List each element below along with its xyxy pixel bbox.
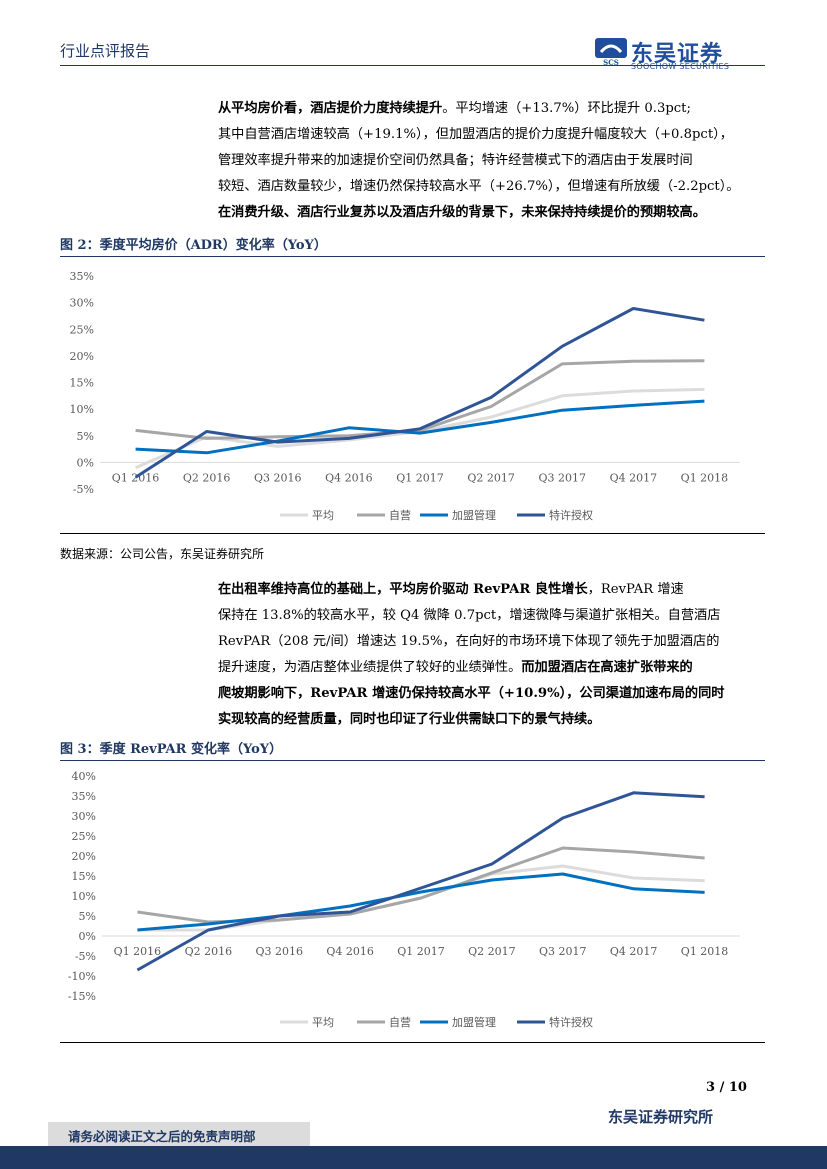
series-line-2 [137, 872, 705, 932]
y-tick-label: 30% [72, 810, 96, 823]
para2-line: RevPAR（208 元/间）增速达 19.5%，在向好的市场环境下体现了领先于… [218, 629, 766, 655]
x-tick-label: Q3 2017 [538, 471, 586, 484]
para1-line: 在消费升级、酒店行业复苏以及酒店升级的背景下，未来保持持续提价的预期较高。 [218, 200, 766, 226]
para2-line: 实现较高的经营质量，同时也印证了行业供需缺口下的景气持续。 [218, 707, 766, 733]
para1-text-run: 管理效率提升带来的加速提价空间仍然具备；特许经营模式下的酒店由于发展时间 [218, 153, 693, 168]
y-tick-label: 20% [70, 350, 94, 363]
legend-label: 平均 [312, 509, 334, 522]
y-tick-label: 10% [72, 890, 96, 903]
x-tick-label: Q1 2017 [397, 945, 445, 958]
x-tick-label: Q1 2016 [114, 945, 162, 958]
para2-line: 提升速度，为酒店整体业绩提供了较好的业绩弹性。而加盟酒店在高速扩张带来的 [218, 655, 766, 681]
x-tick-label: Q4 2017 [610, 471, 658, 484]
para2-text-run: 提升速度，为酒店整体业绩提供了较好的业绩弹性。 [218, 660, 522, 675]
y-tick-label: 0% [79, 930, 96, 943]
para2-text-run: 而加盟酒店在高速扩张带来的 [521, 660, 693, 675]
para2-text-run: 实现较高的经营质量，同时也印证了行业供需缺口下的景气持续。 [218, 712, 601, 727]
y-tick-label: 5% [77, 430, 94, 443]
y-tick-label: 30% [70, 297, 94, 310]
x-tick-label: Q1 2016 [112, 471, 160, 484]
x-tick-label: Q4 2016 [326, 945, 374, 958]
legend-label: 加盟管理 [452, 508, 496, 522]
x-tick-label: Q3 2017 [539, 945, 587, 958]
x-tick-label: Q2 2016 [183, 471, 231, 484]
series-line-1 [135, 359, 705, 440]
series-line-3 [134, 307, 705, 479]
legend-label: 自营 [389, 1015, 411, 1029]
y-tick-label: -5% [75, 950, 96, 963]
figure2-bottom-rule [60, 533, 765, 534]
para2-text-run: 在出租率维持高位的基础上，平均房价驱动 RevPAR 良性增长 [218, 582, 588, 597]
y-tick-label: -10% [68, 970, 96, 983]
y-tick-label: 15% [72, 870, 96, 883]
x-tick-label: Q3 2016 [254, 471, 302, 484]
legend-label: 加盟管理 [452, 1015, 496, 1029]
figure2-top-rule [60, 256, 765, 257]
para1-line: 从平均房价看，酒店提价力度持续提升。平均增速（+13.7%）环比提升 0.3pc… [218, 96, 766, 122]
series-line-3 [136, 791, 705, 972]
paragraph-revpar: 在出租率维持高位的基础上，平均房价驱动 RevPAR 良性增长，RevPAR 增… [218, 577, 766, 733]
y-tick-label: 25% [72, 830, 96, 843]
y-tick-label: 35% [70, 270, 94, 283]
x-tick-label: Q2 2017 [468, 945, 516, 958]
para2-text-run: ，RevPAR 增速 [587, 582, 684, 597]
para2-line: 在出租率维持高位的基础上，平均房价驱动 RevPAR 良性增长，RevPAR 增… [218, 577, 766, 603]
footer-disclaimer: 请务必阅读正文之后的免责声明部 [48, 1122, 310, 1146]
y-tick-label: 20% [72, 850, 96, 863]
page-number: 3 / 10 [706, 1080, 747, 1095]
y-tick-label: 15% [70, 377, 94, 390]
para1-text-run: 从平均房价看，酒店提价力度持续提升 [218, 101, 443, 116]
legend-label: 自营 [389, 508, 411, 522]
y-tick-label: 0% [77, 456, 94, 469]
para1-text-run: 较短、酒店数量较少，增速仍然保持较高水平（+26.7%），但增速有所放缓（-2.… [218, 179, 740, 194]
y-tick-label: -15% [68, 990, 96, 1003]
report-type-label: 行业点评报告 [60, 42, 151, 60]
para2-text-run: RevPAR（208 元/间）增速达 19.5%，在向好的市场环境下体现了领先于… [218, 634, 720, 649]
para2-line: 爬坡期影响下，RevPAR 增速仍保持较高水平（+10.9%），公司渠道加速布局… [218, 681, 766, 707]
para2-text-run: 爬坡期影响下，RevPAR 增速仍保持较高水平（+10.9%），公司渠道加速布局… [218, 686, 725, 701]
y-tick-label: -5% [73, 483, 94, 496]
legend-label: 特许授权 [549, 1015, 593, 1029]
series-line-2 [135, 399, 705, 455]
legend-label: 平均 [312, 1016, 334, 1029]
data-source-note: 数据来源：公司公告，东吴证券研究所 [60, 547, 265, 561]
footer-stripe [0, 1146, 827, 1169]
x-tick-label: Q1 2018 [681, 945, 729, 958]
figure3-title: 图 3：季度 RevPAR 变化率（YoY） [60, 742, 283, 757]
para1-line: 其中自营酒店增速较高（+19.1%），但加盟酒店的提价力度提升幅度较大（+0.8… [218, 122, 766, 148]
figure3-chart: -15% -10% -5% 0% 5% 10% 15% 20% 25% 30% 35% 40% Q1 2… [68, 770, 740, 1029]
para1-line: 较短、酒店数量较少，增速仍然保持较高水平（+26.7%），但增速有所放缓（-2.… [218, 174, 766, 200]
figure3-top-rule [60, 760, 765, 761]
company-logo: SCS 东吴证券 SOOCHOW SECURITIES [595, 36, 765, 72]
y-tick-label: 35% [72, 790, 96, 803]
x-tick-label: Q2 2017 [467, 471, 515, 484]
figure2-title: 图 2：季度平均房价（ADR）变化率（YoY） [60, 238, 327, 253]
para1-text-run: 在消费升级、酒店行业复苏以及酒店升级的背景下，未来保持持续提价的预期较高。 [218, 205, 706, 220]
legend-label: 特许授权 [549, 508, 593, 522]
x-tick-label: Q4 2016 [325, 471, 373, 484]
y-tick-label: 40% [72, 770, 96, 783]
y-tick-label: 5% [79, 910, 96, 923]
y-tick-label: 10% [70, 403, 94, 416]
x-tick-label: Q1 2018 [681, 471, 729, 484]
paragraph-adr: 从平均房价看，酒店提价力度持续提升。平均增速（+13.7%）环比提升 0.3pc… [218, 96, 766, 226]
logo-mark-text: SCS [603, 58, 619, 66]
x-tick-label: Q2 2016 [185, 945, 233, 958]
para2-line: 保持在 13.8%的较高水平，较 Q4 微降 0.7pct，增速微降与渠道扩张相… [218, 603, 766, 629]
x-tick-label: Q4 2017 [610, 945, 658, 958]
x-tick-label: Q3 2016 [255, 945, 303, 958]
para1-text-run: 其中自营酒店增速较高（+19.1%），但加盟酒店的提价力度提升幅度较大（+0.8… [218, 127, 733, 142]
footer-org-name: 东吴证券研究所 [608, 1108, 714, 1126]
company-logo-icon: SCS [595, 38, 627, 66]
x-tick-label: Q1 2017 [396, 471, 444, 484]
para2-text-run: 保持在 13.8%的较高水平，较 Q4 微降 0.7pct，增速微降与渠道扩张相… [218, 608, 721, 623]
para1-line: 管理效率提升带来的加速提价空间仍然具备；特许经营模式下的酒店由于发展时间 [218, 148, 766, 174]
logo-cn-text: 东吴证券 [631, 42, 724, 67]
figure2-chart: -5% 0% 5% 10% 15% 20% 25% 30% 35% Q1 2016 Q2 2016 Q… [70, 270, 740, 522]
figure3-bottom-rule [60, 1042, 765, 1043]
y-tick-label: 25% [70, 323, 94, 336]
para1-text-run: 。平均增速（+13.7%）环比提升 0.3pct; [442, 101, 691, 116]
header-divider [60, 65, 765, 66]
logo-en-text: SOOCHOW SECURITIES [631, 62, 730, 71]
